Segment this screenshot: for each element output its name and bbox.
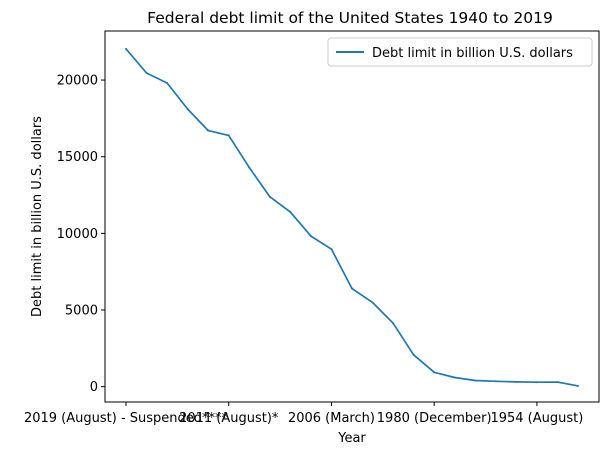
- plot-area: 0 5000 10000 15000 20000 2019 (August) - Sus…: [24, 30, 600, 426]
- x-axis-label: Year: [337, 431, 366, 446]
- data-point: [309, 235, 312, 238]
- data-point: [289, 211, 292, 214]
- y-tick-label: 5000: [65, 304, 98, 319]
- x-tick-label: 2011 (August)*: [179, 411, 279, 426]
- legend-frame: [327, 37, 593, 67]
- data-point: [268, 195, 271, 198]
- x-tick-label: 1980 (December): [377, 411, 492, 426]
- data-point: [145, 72, 148, 75]
- legend: Debt limit in billion U.S. dollars: [327, 37, 593, 67]
- data-point: [474, 379, 477, 382]
- data-point: [453, 376, 456, 379]
- data-point: [494, 380, 497, 383]
- y-tick-label: 20000: [57, 74, 98, 89]
- data-point: [186, 108, 189, 111]
- data-point: [412, 353, 415, 356]
- data-point: [392, 322, 395, 325]
- data-point: [577, 384, 579, 387]
- legend-label: Debt limit in billion U.S. dollars: [372, 46, 573, 61]
- x-axis: 2019 (August) - Suspended****2011 (Augus…: [24, 402, 583, 426]
- y-tick-label: 15000: [57, 150, 98, 165]
- data-point: [330, 248, 333, 251]
- data-point: [248, 166, 251, 169]
- x-tick-label: 1954 (August): [490, 411, 583, 426]
- data-point: [125, 47, 127, 50]
- data-point: [433, 371, 436, 374]
- data-point: [166, 81, 169, 84]
- data-point: [207, 129, 210, 132]
- data-point: [556, 381, 559, 384]
- plot-frame: [104, 30, 600, 403]
- x-tick-label: 2006 (March): [288, 411, 375, 426]
- data-point: [535, 381, 538, 384]
- data-point: [351, 287, 353, 290]
- data-point: [515, 380, 518, 383]
- chart-title: Federal debt limit of the United States …: [147, 9, 553, 27]
- y-axis: 0 5000 10000 15000 20000: [57, 74, 105, 395]
- x-tick-label: 2019 (August) - Suspended****: [24, 411, 229, 426]
- data-point: [371, 301, 374, 304]
- data-point: [227, 134, 230, 137]
- y-axis-label: Debt limit in billion U.S. dollars: [30, 116, 45, 317]
- series-lines: [125, 47, 579, 387]
- y-tick-label: 10000: [57, 227, 98, 242]
- y-tick-label: 0: [90, 380, 98, 395]
